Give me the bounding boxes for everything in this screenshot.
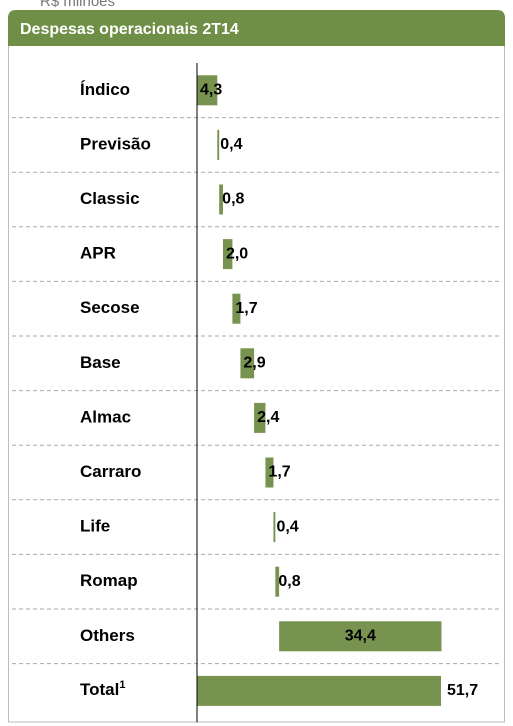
category-label: Secose xyxy=(80,298,140,317)
bar xyxy=(279,621,442,652)
header-band xyxy=(8,10,505,46)
bar xyxy=(232,293,241,324)
chart-subtitle: R$ milhões xyxy=(40,0,115,10)
bar xyxy=(197,75,218,106)
value-label: 4,3 xyxy=(200,82,222,99)
category-label: Base xyxy=(80,353,121,372)
category-label: Romap xyxy=(80,571,138,590)
value-label: 0,8 xyxy=(222,191,244,208)
value-label: 2,9 xyxy=(243,355,265,372)
value-label: 0,8 xyxy=(278,573,300,590)
category-label: Others xyxy=(80,626,135,645)
value-label: 34,4 xyxy=(345,628,376,645)
bar xyxy=(275,566,280,597)
bar xyxy=(219,184,223,215)
bar xyxy=(240,348,255,379)
value-label: 1,7 xyxy=(235,300,257,317)
value-label: 51,7 xyxy=(447,682,478,699)
category-label: Índico xyxy=(80,80,130,99)
footnote-mark: 1 xyxy=(119,679,125,691)
category-label: Previsão xyxy=(80,134,151,153)
bar xyxy=(197,675,441,706)
category-label: Almac xyxy=(80,407,131,426)
bar xyxy=(222,239,233,270)
value-label: 0,4 xyxy=(220,136,242,153)
bar xyxy=(254,402,266,433)
value-label: 0,4 xyxy=(276,518,298,535)
value-label: 2,4 xyxy=(257,409,279,426)
value-label: 2,0 xyxy=(226,245,248,262)
category-label: Classic xyxy=(80,189,140,208)
category-label: Life xyxy=(80,517,110,536)
category-label: Carraro xyxy=(80,462,141,481)
category-label: Total1 xyxy=(80,679,125,700)
category-label: APR xyxy=(80,244,116,263)
bar xyxy=(265,457,274,488)
value-label: 1,7 xyxy=(268,464,290,481)
total-label: Total xyxy=(80,680,119,699)
bar xyxy=(217,129,220,160)
bar xyxy=(273,512,276,543)
chart-title: Despesas operacionais 2T14 xyxy=(20,21,239,38)
